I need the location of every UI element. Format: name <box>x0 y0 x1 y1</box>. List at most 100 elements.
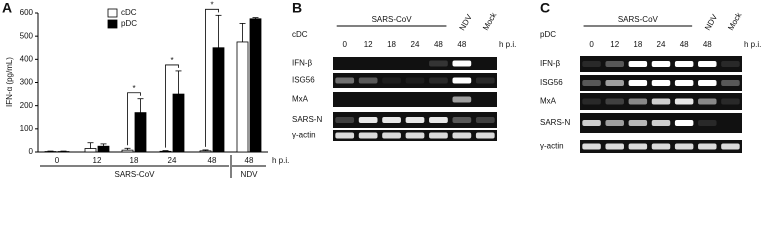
gel-band <box>651 80 671 86</box>
lane-label: 18 <box>387 40 396 49</box>
lane-label: 48 <box>703 40 712 49</box>
bar <box>236 41 249 153</box>
gel-band <box>405 117 425 123</box>
gel-band <box>628 98 648 105</box>
gel-band <box>452 96 472 103</box>
gel-band <box>651 120 671 126</box>
gel-band <box>674 80 694 86</box>
group-label: SARS-CoV <box>114 170 155 179</box>
y-axis-label: IFN-α (pg/mL) <box>5 57 14 107</box>
gel-band <box>382 77 401 84</box>
gel-band <box>335 117 355 123</box>
row-label: ISG56 <box>540 78 563 87</box>
gel-band <box>582 61 601 67</box>
y-tick-label: 0 <box>29 147 34 156</box>
lane-label: 24 <box>411 40 420 49</box>
gel-band <box>605 80 624 86</box>
gel-band <box>628 61 648 67</box>
legend-label: pDC <box>121 19 137 28</box>
lane-label: 48 <box>457 40 466 49</box>
lane-unit: h p.i. <box>499 40 516 49</box>
x-tick-label: 0 <box>55 156 60 165</box>
gel-row <box>333 57 497 70</box>
bar <box>249 18 262 153</box>
gel-band <box>605 98 624 105</box>
page: {"chart_data": {"type": "bar", "panel_la… <box>0 0 761 181</box>
gel-band <box>335 77 355 84</box>
legend-label: cDC <box>121 8 137 17</box>
gel-band <box>698 80 717 86</box>
control-label: Mock <box>481 10 499 32</box>
gel-band <box>721 61 740 67</box>
bar <box>121 149 134 153</box>
gel-band <box>698 143 717 150</box>
lane-label: 12 <box>610 40 619 49</box>
gel-band <box>674 143 694 150</box>
gel-band <box>429 77 448 84</box>
cell-type: cDC <box>292 30 308 39</box>
x-unit: h p.i. <box>272 156 289 165</box>
row-label: γ-actin <box>292 131 316 140</box>
gel-band <box>698 61 717 67</box>
gel-band <box>405 132 425 139</box>
virus-label: SARS-CoV <box>618 15 659 24</box>
row-label: SARS-N <box>540 118 570 127</box>
gel-band <box>651 61 671 67</box>
gel-band <box>475 132 495 139</box>
legend-swatch <box>107 8 118 18</box>
gel-band <box>405 77 425 84</box>
gel-band <box>429 132 448 139</box>
gel-band <box>651 143 671 150</box>
gel-band <box>628 143 648 150</box>
control-label: Mock <box>726 10 744 32</box>
gel-band <box>698 98 717 105</box>
bar <box>199 150 212 153</box>
bar <box>84 148 97 153</box>
row-label: IFN-β <box>540 59 561 68</box>
y-tick-label: 300 <box>20 78 34 87</box>
significance-bracket <box>205 8 219 147</box>
x-tick-label: 12 <box>93 156 102 165</box>
x-tick-label: 24 <box>168 156 177 165</box>
y-tick-label: 400 <box>20 54 34 63</box>
gel-band <box>582 143 601 150</box>
gel-band <box>429 117 448 123</box>
bar <box>97 145 110 153</box>
lane-label: 0 <box>589 40 594 49</box>
gel-band <box>475 117 495 123</box>
control-label: NDV <box>458 12 475 32</box>
gel-band <box>605 120 624 126</box>
legend-swatch <box>107 19 118 29</box>
gel-band <box>358 117 378 123</box>
gel-band <box>358 77 378 84</box>
row-label: SARS-N <box>292 115 322 124</box>
row-label: ISG56 <box>292 76 315 85</box>
gel-band <box>382 132 401 139</box>
lane-label: 24 <box>657 40 666 49</box>
significance-label: * <box>170 56 173 65</box>
y-tick-label: 100 <box>20 124 34 133</box>
gel-band <box>721 80 740 86</box>
gel-band <box>674 120 694 126</box>
panel-label: C <box>540 0 550 16</box>
gel-band <box>429 60 448 67</box>
gel-band <box>721 98 740 105</box>
y-tick-label: 200 <box>20 101 34 110</box>
panel-label: B <box>292 0 302 16</box>
gel-row <box>333 92 497 107</box>
lane-label: 0 <box>342 40 347 49</box>
significance-bracket <box>127 92 141 146</box>
gel-row <box>333 73 497 88</box>
gel-band <box>382 117 401 123</box>
gel-band <box>582 98 601 105</box>
gel-band <box>475 77 495 84</box>
gel-band <box>335 132 355 139</box>
y-tick-label: 600 <box>20 8 34 17</box>
gel-band <box>452 60 472 67</box>
gel-band <box>674 61 694 67</box>
cell-type: pDC <box>540 30 556 39</box>
gel-band <box>628 80 648 86</box>
gel-band <box>358 132 378 139</box>
gel-band <box>698 120 717 126</box>
row-label: MxA <box>292 95 309 104</box>
